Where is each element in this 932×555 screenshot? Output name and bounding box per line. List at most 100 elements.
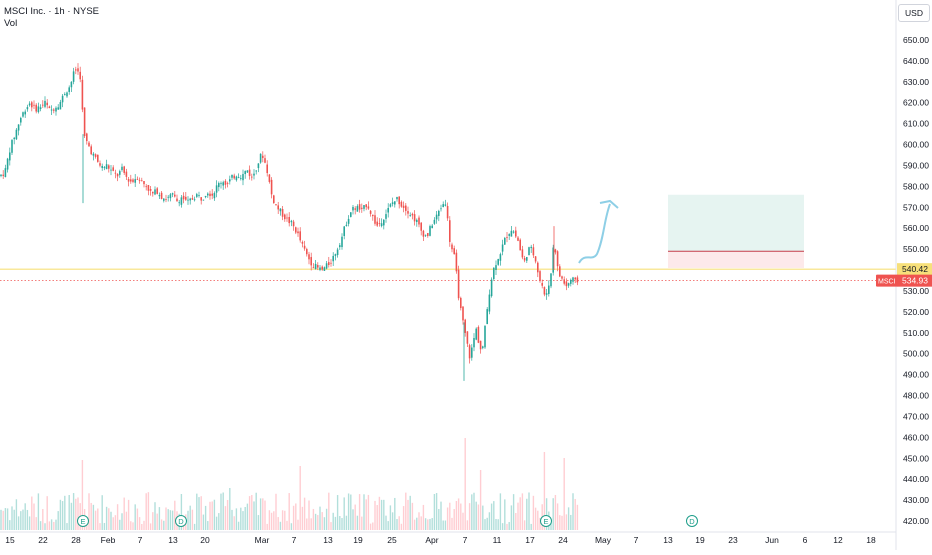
volume-bar	[193, 523, 196, 530]
volume-bar	[334, 516, 337, 530]
time-label: 19	[353, 535, 363, 545]
dividend-marker[interactable]: D	[686, 515, 698, 527]
price-tick-label: 600.00	[903, 140, 929, 150]
volume-bar	[389, 505, 392, 530]
volume-bar	[33, 503, 35, 530]
time-scale[interactable]: 15 22 28 Feb 7 13 20 Mar 7 13 19 25 Apr 7 11 17 24 May 7 13…	[0, 531, 896, 545]
volume-bar	[105, 506, 108, 530]
price-tick-label: 450.00	[903, 453, 929, 463]
volume-bar	[490, 503, 493, 530]
candle-body	[255, 170, 257, 172]
candle-body	[517, 237, 519, 241]
candle-body	[138, 180, 141, 182]
candle-body	[565, 281, 568, 287]
candle-body	[462, 306, 464, 321]
earnings-marker[interactable]: E	[540, 515, 552, 527]
candle-body	[0, 174, 2, 176]
dividend-marker[interactable]: D	[175, 515, 187, 527]
volume-bar	[242, 511, 244, 530]
volume-bar	[218, 513, 220, 530]
volume-bar	[11, 506, 13, 530]
volume-bar	[92, 504, 95, 530]
time-label: 6	[803, 535, 808, 545]
currency-button[interactable]: USD	[898, 4, 930, 22]
price-tick-label: 510.00	[903, 328, 929, 338]
volume-bar	[398, 516, 400, 530]
volume-bar	[570, 514, 572, 530]
volume-bar	[248, 496, 251, 530]
price-tick-label: 470.00	[903, 411, 929, 421]
candle-body	[380, 223, 383, 227]
candle-body	[240, 177, 242, 179]
volume-bar	[435, 493, 438, 530]
volume-bar	[251, 494, 253, 530]
volume-bar	[354, 504, 356, 530]
symbol-tag	[876, 274, 898, 287]
candle-body	[387, 207, 389, 213]
volume-bar	[345, 515, 348, 530]
volume-bar	[543, 452, 546, 530]
candle-body	[114, 172, 117, 174]
candle-body	[479, 340, 482, 350]
candle-body	[290, 220, 293, 223]
candle-body	[319, 267, 321, 270]
candle-body	[4, 168, 7, 178]
candle-body	[121, 166, 123, 171]
volume-bar	[116, 504, 119, 530]
volume-bar	[275, 493, 277, 530]
candle-body	[297, 231, 299, 234]
volume-bar	[378, 496, 381, 530]
candle-body	[229, 179, 231, 182]
volume-bar	[189, 505, 191, 530]
candle-body	[15, 129, 18, 140]
candle-body	[200, 197, 202, 201]
candle-body	[127, 179, 130, 182]
price-tick-label: 580.00	[903, 181, 929, 191]
candle-body	[314, 263, 317, 270]
volume-bar	[297, 519, 299, 530]
candle-body	[482, 346, 484, 348]
volume-bar	[506, 523, 508, 530]
time-label: 7	[292, 535, 297, 545]
volume-bar	[567, 507, 570, 530]
volume-bar	[112, 517, 114, 530]
volume-label[interactable]: Vol	[4, 18, 18, 29]
earnings-marker[interactable]: E	[77, 515, 89, 527]
volume-bar	[119, 519, 121, 530]
volume-bar	[512, 494, 515, 530]
candle-body	[363, 205, 365, 209]
volume-bar	[286, 520, 288, 530]
volume-bar	[391, 512, 394, 530]
candle-body	[209, 193, 211, 197]
event-markers[interactable]: E ED D	[77, 515, 698, 527]
candle-body	[559, 266, 561, 277]
candle-body	[352, 206, 354, 211]
long-position-tool[interactable]	[668, 194, 804, 268]
candle-body	[147, 184, 150, 191]
profit-zone[interactable]	[668, 194, 804, 252]
candle-body	[207, 193, 209, 196]
candle-body	[561, 276, 563, 279]
horizontal-line[interactable]	[0, 268, 896, 282]
volume-bar	[284, 510, 286, 530]
volume-bar	[308, 500, 310, 530]
candle-body	[409, 215, 411, 216]
volume-bar	[288, 493, 290, 530]
forecast-arrow-path[interactable]	[578, 203, 611, 264]
volume-bar	[299, 466, 301, 530]
stop-zone[interactable]	[668, 251, 804, 268]
candle-body	[495, 265, 497, 270]
candle-body	[292, 221, 295, 227]
candle-body	[407, 211, 409, 214]
volume-bar	[130, 521, 132, 530]
candle-body	[163, 198, 165, 201]
candle-body	[50, 109, 53, 111]
candle-body	[44, 100, 46, 107]
volume-bar	[46, 496, 48, 530]
forecast-arrow[interactable]	[578, 199, 619, 264]
volume-bar	[295, 503, 297, 530]
symbol-title[interactable]: MSCI Inc. · 1h · NYSE	[4, 6, 100, 17]
candle-body	[176, 198, 178, 202]
